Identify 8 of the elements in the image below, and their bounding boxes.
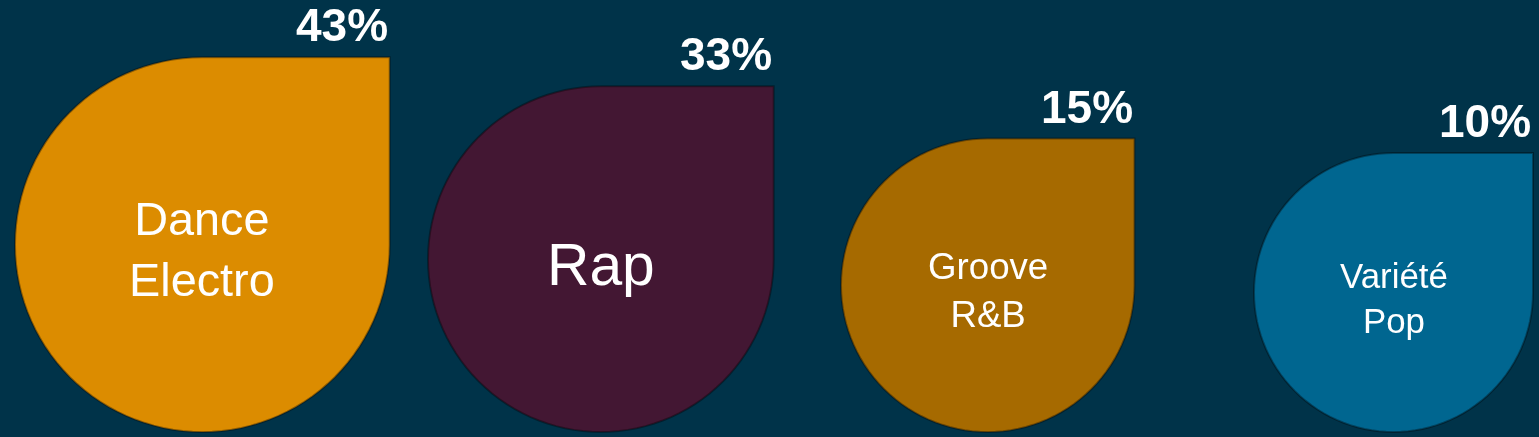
- category-label: Rap: [547, 232, 655, 297]
- data-label: 43%: [296, 0, 389, 51]
- category-label: Variété Pop: [1340, 256, 1448, 341]
- category-label: Groove R&B: [928, 246, 1049, 335]
- data-label: 15%: [1041, 81, 1134, 133]
- data-label: 10%: [1439, 95, 1532, 147]
- category-label: Dance Electro: [129, 193, 275, 306]
- data-label: 33%: [680, 28, 773, 80]
